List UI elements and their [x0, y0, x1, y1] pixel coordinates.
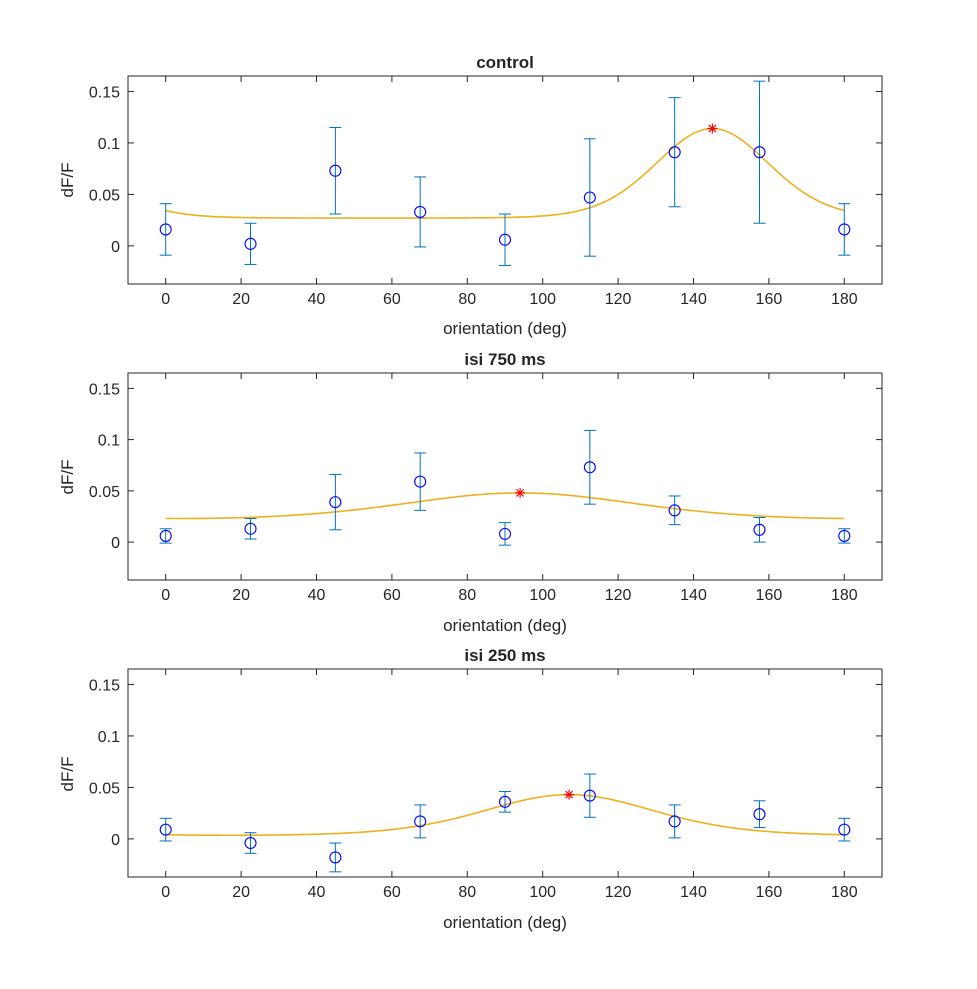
- x-tick-label: 40: [308, 884, 326, 901]
- y-tick-label: 0.15: [89, 84, 120, 101]
- x-tick-label: 20: [232, 291, 250, 308]
- x-tick-label: 60: [383, 884, 401, 901]
- x-tick-label: 180: [831, 884, 858, 901]
- data-point: [159, 823, 172, 836]
- y-tick-label: 0.1: [98, 136, 120, 153]
- data-point: [414, 815, 427, 828]
- axes-box: [127, 668, 883, 878]
- x-tick-label: 180: [831, 587, 858, 604]
- y-axis-label: dF/F: [58, 460, 77, 495]
- x-tick-label: 80: [458, 587, 476, 604]
- data-point: [244, 836, 257, 850]
- y-axis-label: dF/F: [58, 163, 77, 198]
- x-tick-label: 100: [529, 884, 556, 901]
- data-point: [244, 237, 257, 250]
- x-tick-label: 140: [680, 587, 707, 604]
- subplot-title: isi 750 ms: [464, 350, 545, 369]
- x-tick-label: 60: [383, 291, 401, 308]
- data-point: [159, 529, 172, 542]
- x-tick-label: 80: [458, 291, 476, 308]
- data-point: [838, 823, 851, 836]
- y-tick-label: 0.05: [89, 780, 120, 797]
- data-point: [329, 851, 342, 864]
- x-axis-label: orientation (deg): [443, 616, 567, 635]
- subplot-control: control 0 20 40 60 80 100 120 140 160 180 0 0.05 0.1…: [58, 53, 883, 338]
- y-tick-label: 0.1: [98, 729, 120, 746]
- peak-marker: [515, 487, 526, 498]
- peak-marker: [707, 123, 718, 134]
- x-tick-label: 0: [161, 587, 170, 604]
- subplot-title: isi 250 ms: [464, 646, 545, 665]
- x-tick-label: 80: [458, 884, 476, 901]
- peak-marker: [564, 789, 575, 800]
- x-tick-label: 120: [605, 884, 632, 901]
- x-axis-label: orientation (deg): [443, 913, 567, 932]
- data-point: [753, 523, 766, 536]
- subplot-title: control: [476, 53, 534, 72]
- x-tick-label: 0: [161, 884, 170, 901]
- x-tick-label: 140: [680, 291, 707, 308]
- data-point: [329, 496, 342, 509]
- y-tick-label: 0.15: [89, 381, 120, 398]
- y-tick-label: 0.15: [89, 677, 120, 694]
- data-point: [838, 529, 851, 542]
- y-tick-label: 0.05: [89, 187, 120, 204]
- y-tick-label: 0: [111, 832, 120, 849]
- x-axis-label: orientation (deg): [443, 319, 567, 338]
- x-tick-label: 180: [831, 291, 858, 308]
- x-tick-label: 100: [529, 291, 556, 308]
- data-point: [583, 461, 596, 474]
- data-point: [498, 233, 512, 246]
- data-point: [329, 164, 342, 177]
- data-point: [753, 808, 766, 821]
- x-tick-label: 160: [756, 587, 783, 604]
- data-point: [244, 522, 257, 535]
- subplot-isi-750: isi 750 ms 0 20 40 60 80 100 120 140 160 180 0 0.05…: [58, 350, 883, 635]
- x-tick-label: 20: [232, 587, 250, 604]
- data-point: [668, 815, 681, 828]
- y-tick-label: 0: [111, 239, 120, 256]
- x-tick-label: 120: [605, 291, 632, 308]
- axes-box: [127, 372, 883, 581]
- y-tick-label: 0: [111, 535, 120, 552]
- y-tick-label: 0.1: [98, 433, 120, 450]
- x-tick-label: 160: [756, 884, 783, 901]
- y-axis-label: dF/F: [58, 757, 77, 792]
- data-point: [498, 527, 512, 540]
- y-tick-label: 0.05: [89, 484, 120, 501]
- data-point: [414, 475, 427, 488]
- data-point: [583, 789, 596, 802]
- subplot-isi-250: isi 250 ms 0 20 40 60 80 100 120 140 160 180 0 0.05…: [58, 646, 883, 932]
- x-tick-label: 120: [605, 587, 632, 604]
- x-tick-label: 100: [529, 587, 556, 604]
- data-point: [159, 223, 172, 236]
- data-point: [668, 146, 681, 159]
- x-tick-label: 60: [383, 587, 401, 604]
- x-tick-label: 140: [680, 884, 707, 901]
- x-tick-label: 160: [756, 291, 783, 308]
- data-point: [583, 191, 596, 204]
- x-tick-label: 40: [308, 587, 326, 604]
- fit-curve: [165, 492, 845, 520]
- data-point: [668, 504, 681, 517]
- data-point: [414, 205, 427, 218]
- data-point: [753, 146, 766, 159]
- data-point: [838, 223, 851, 236]
- x-tick-label: 40: [308, 291, 326, 308]
- x-tick-label: 20: [232, 884, 250, 901]
- data-point: [498, 795, 512, 808]
- x-tick-label: 0: [161, 291, 170, 308]
